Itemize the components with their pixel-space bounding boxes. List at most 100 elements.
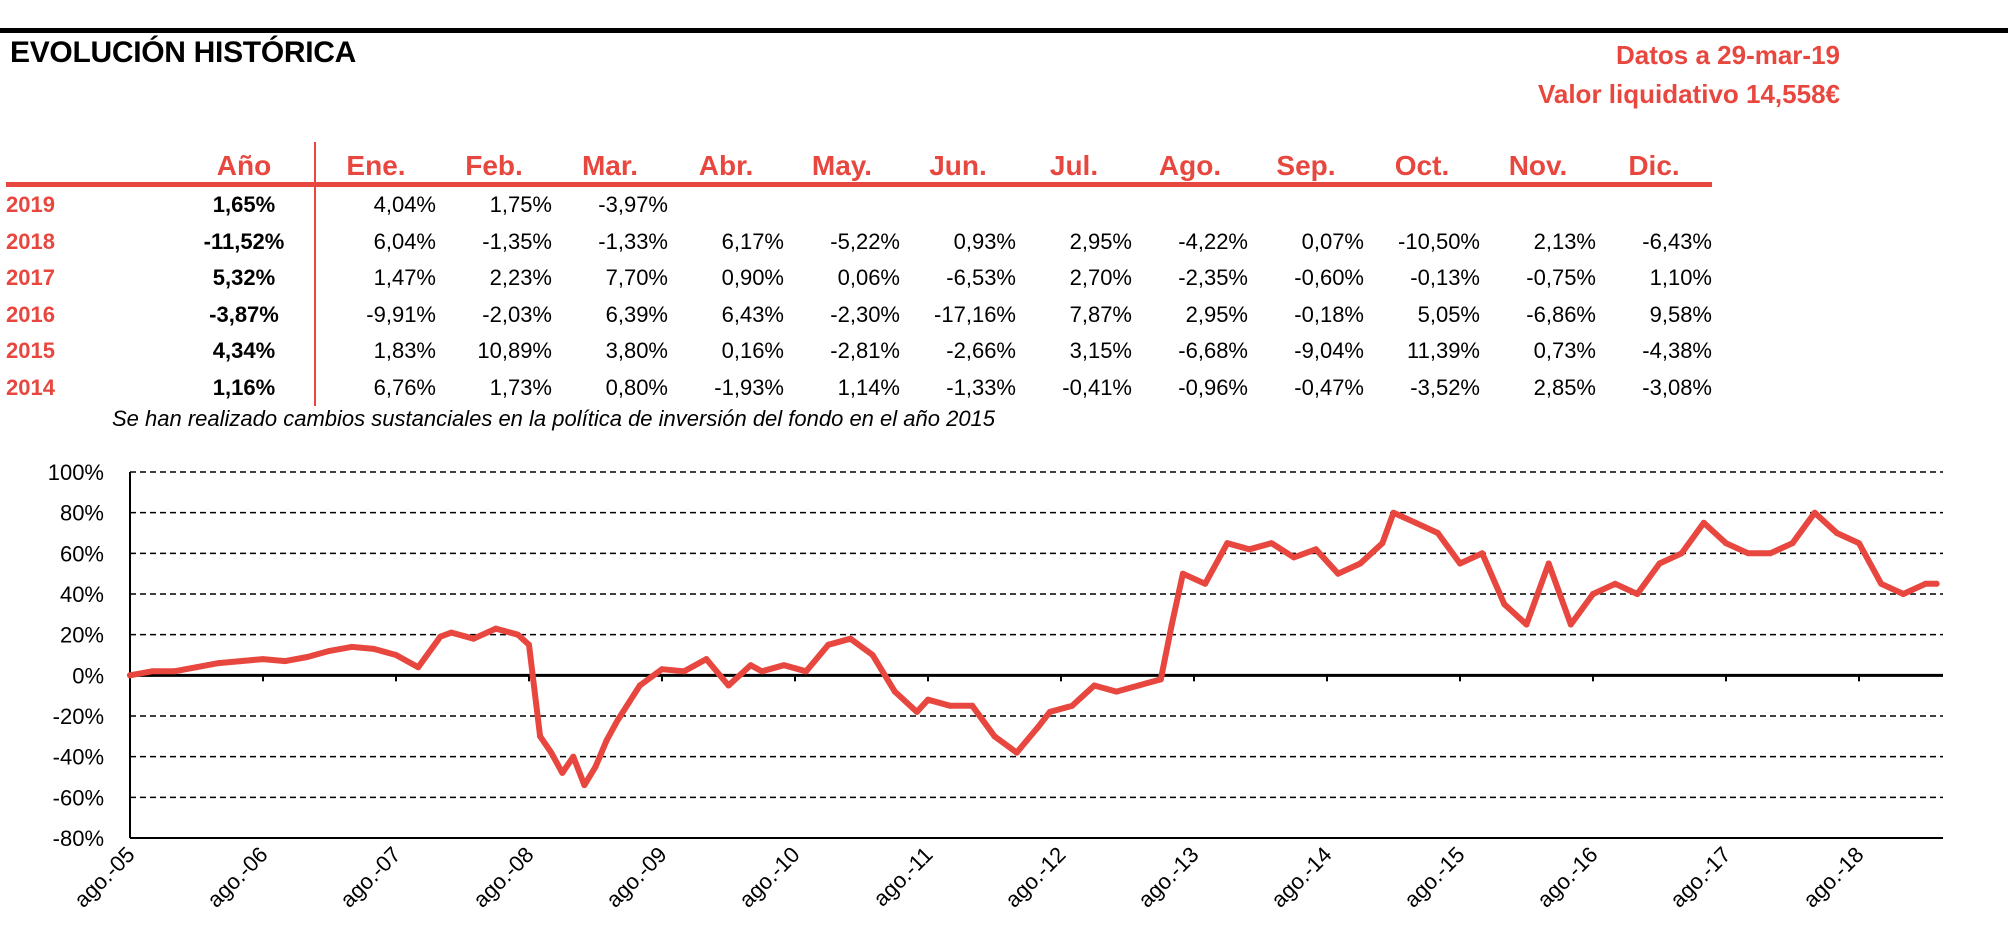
month-cell: [1016, 185, 1132, 224]
month-cell: 2,70%: [1069, 265, 1132, 291]
month-cell: -4,22%: [1178, 228, 1248, 254]
data-point: [1612, 580, 1619, 587]
data-point: [559, 769, 566, 776]
month-cell: -6,68%: [1178, 338, 1248, 364]
month-cell: 2,95%: [1069, 228, 1132, 254]
month-cell: -6,86%: [1526, 301, 1596, 327]
month-cell: [668, 185, 784, 224]
data-point: [1501, 601, 1508, 608]
month-cell: -2,30%: [830, 301, 900, 327]
month-cell: [1596, 185, 1712, 224]
month-cell: -1,35%: [482, 228, 552, 254]
data-point: [1811, 509, 1818, 516]
table-row: 2017 5,32% 1,47% 2,23% 7,70% 0,90% 0,06%…: [6, 260, 1712, 297]
y-tick-label: -40%: [53, 745, 104, 770]
data-point: [1069, 702, 1076, 709]
month-cell: 3,15%: [1069, 338, 1132, 364]
data-point: [1157, 676, 1164, 683]
header-spacer: [6, 142, 174, 187]
data-point: [681, 668, 688, 675]
y-tick-label: 100%: [48, 460, 104, 485]
data-point: [1700, 519, 1707, 526]
data-point: [1290, 554, 1297, 561]
month-cell: [900, 185, 1016, 224]
month-cell: [1248, 185, 1364, 224]
month-cell: [784, 185, 900, 224]
data-point: [803, 668, 810, 675]
month-cell: -3,08%: [1642, 374, 1712, 400]
annual-return-cell: 5,32%: [174, 260, 316, 297]
nav-value-label: Valor liquidativo 14,558€: [1537, 79, 1840, 109]
y-tick-label: 0%: [72, 663, 104, 688]
x-tick-label: ago.-08: [468, 842, 538, 912]
x-tick-label: ago.-11: [868, 842, 937, 911]
y-tick-label: -20%: [53, 704, 104, 729]
data-point: [758, 668, 765, 675]
header-month: Oct.: [1364, 142, 1480, 187]
data-point: [370, 645, 377, 652]
data-point: [326, 647, 333, 654]
month-cell: -10,50%: [1398, 228, 1480, 254]
data-point: [282, 658, 289, 665]
data-point: [1312, 546, 1319, 553]
data-point: [1789, 540, 1796, 547]
month-cell: -1,33%: [598, 228, 668, 254]
month-cell: -9,04%: [1294, 338, 1364, 364]
data-point: [614, 717, 621, 724]
header-month: Jul.: [1016, 142, 1132, 187]
y-tick-label: 80%: [60, 501, 104, 526]
data-point: [780, 662, 787, 669]
year-cell: 2016: [6, 301, 55, 327]
table-row: 2018 -11,52% 6,04% -1,35% -1,33% 6,17% -…: [6, 223, 1712, 260]
annual-return-cell: -11,52%: [174, 223, 316, 260]
header-month: May.: [784, 142, 900, 187]
header-month: Nov.: [1480, 142, 1596, 187]
data-point: [1545, 560, 1552, 567]
month-cell: 2,85%: [1533, 374, 1596, 400]
header-month: Dic.: [1596, 142, 1712, 187]
table-row: 2014 1,16% 6,76% 1,73% 0,80% -1,93% 1,14…: [6, 369, 1712, 406]
month-cell: -1,93%: [714, 374, 784, 400]
data-point: [825, 641, 832, 648]
data-point: [1590, 591, 1596, 597]
data-point: [1900, 591, 1907, 597]
month-cell: -4,38%: [1642, 338, 1712, 364]
data-point: [149, 668, 156, 675]
data-point: [1168, 621, 1175, 628]
data-point: [925, 696, 931, 703]
data-point: [1523, 621, 1530, 628]
data-point: [537, 733, 544, 740]
month-cell: [1364, 185, 1480, 224]
data-point: [1013, 749, 1020, 756]
data-point: [1656, 560, 1663, 567]
data-point: [1357, 560, 1364, 567]
y-tick-label: -60%: [53, 785, 104, 810]
data-point: [947, 702, 954, 709]
month-cell: 9,58%: [1649, 301, 1712, 327]
month-cell: 1,47%: [373, 265, 436, 291]
data-point: [1678, 550, 1685, 557]
data-point: [1335, 570, 1342, 577]
header-month: Sep.: [1248, 142, 1364, 187]
data-point: [1091, 682, 1098, 689]
data-point: [415, 664, 422, 671]
data-point: [659, 666, 665, 673]
data-point: [1113, 688, 1120, 695]
header-month: Abr.: [668, 142, 784, 187]
data-point: [237, 658, 244, 665]
data-point: [1390, 509, 1397, 516]
x-tick-label: ago.-07: [335, 842, 405, 912]
month-cell: 6,76%: [373, 374, 436, 400]
annual-return-cell: 1,65%: [174, 184, 316, 224]
month-cell: 0,16%: [721, 338, 784, 364]
data-point: [869, 652, 876, 658]
data-point: [1224, 540, 1231, 547]
data-point: [514, 631, 521, 638]
data-point: [1878, 580, 1885, 587]
data-point: [1179, 570, 1186, 577]
year-cell: 2018: [6, 228, 55, 254]
data-point: [348, 643, 355, 650]
annual-return-cell: 4,34%: [174, 333, 316, 370]
y-tick-label: -80%: [53, 826, 104, 851]
header-month: Feb.: [436, 142, 552, 187]
